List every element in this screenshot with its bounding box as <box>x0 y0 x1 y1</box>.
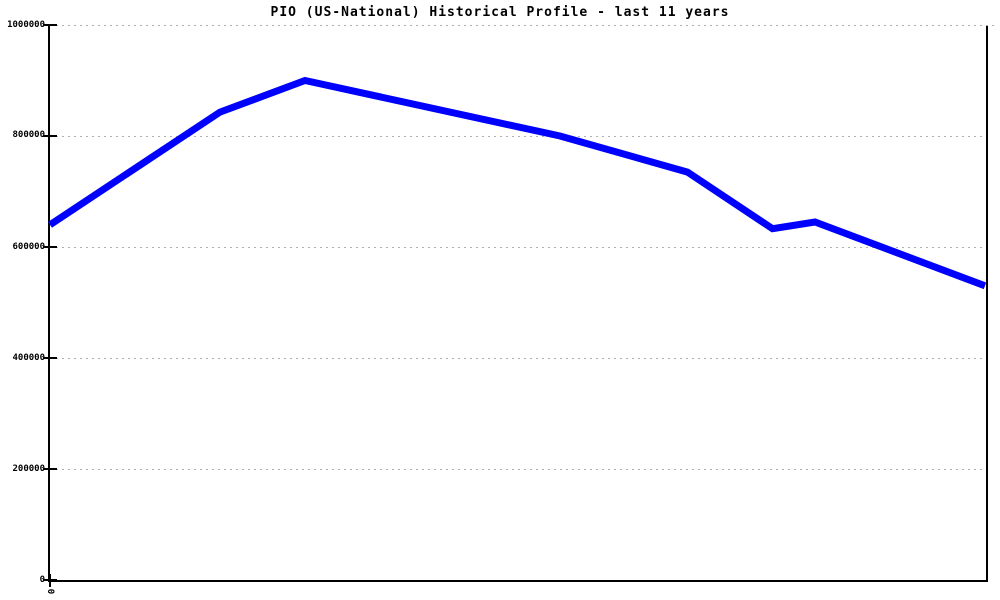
y-axis-tick-label-0: 0 <box>39 575 45 585</box>
y-axis <box>48 25 50 582</box>
y-axis-tick-0 <box>43 579 57 581</box>
y-axis-tick-600000 <box>43 246 57 248</box>
y-axis-tick-label-200000: 200000 <box>12 464 45 474</box>
y-axis-tick-1000000 <box>43 24 57 26</box>
y-axis-tick-label-1000000: 1000000 <box>7 20 45 30</box>
y-axis-tick-label-400000: 400000 <box>12 353 45 363</box>
gridline-600000 <box>50 247 985 248</box>
right-axis-border <box>986 25 988 582</box>
y-axis-tick-label-800000: 800000 <box>12 130 45 140</box>
gridline-400000 <box>50 358 985 359</box>
y-axis-tick-label-600000: 600000 <box>12 242 45 252</box>
y-axis-tick-800000 <box>43 135 57 137</box>
gridline-200000 <box>50 469 985 470</box>
x-axis <box>48 580 988 582</box>
gridline-1000000 <box>50 25 997 26</box>
gridline-800000 <box>50 136 985 137</box>
x-axis-tick-label: 0 <box>45 588 56 595</box>
data-line-pio-series <box>48 76 987 290</box>
y-axis-tick-400000 <box>43 357 57 359</box>
chart-title: PIO (US-National) Historical Profile - l… <box>270 5 730 20</box>
y-axis-tick-200000 <box>43 468 57 470</box>
plot-area <box>48 76 987 290</box>
